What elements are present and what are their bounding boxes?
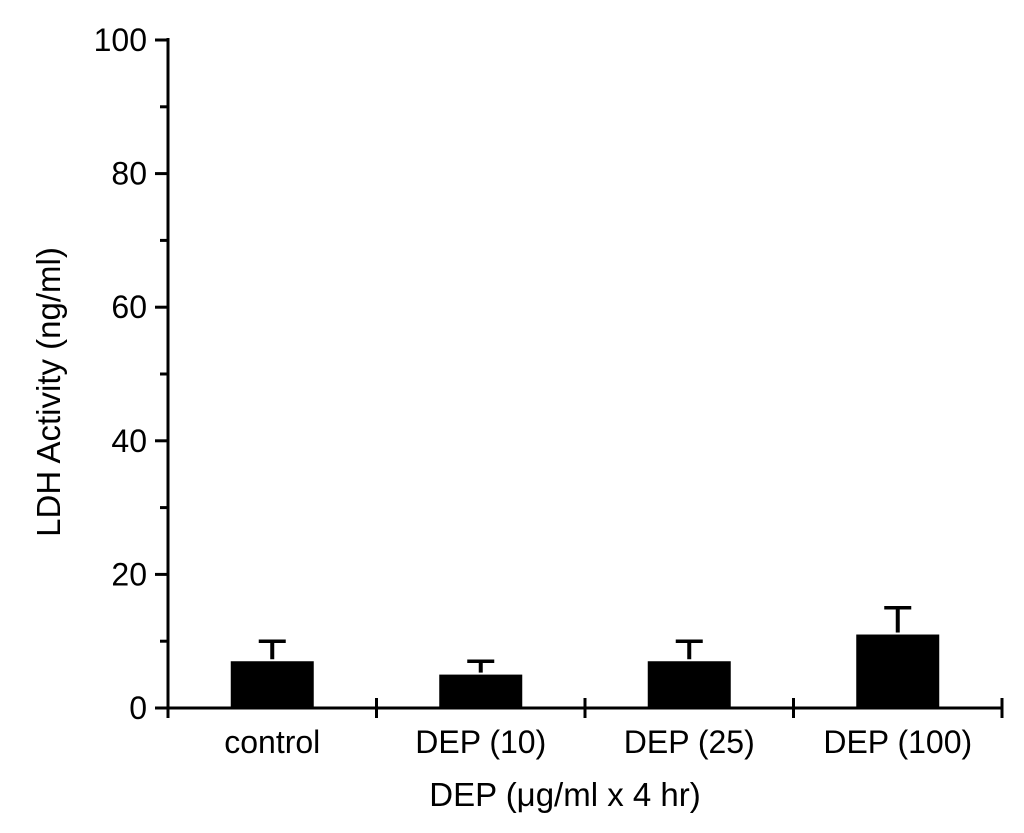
bar-dep-100 [856,634,940,708]
plot-area: 0 20 40 60 80 100 control DEP (10) DEP (25) DEP (… [94,22,1004,760]
y-tick-label: 20 [111,556,147,592]
x-category-label-control: control [224,724,320,760]
y-tick-label: 100 [94,22,147,58]
y-tick-label: 80 [111,156,147,192]
bar-control [230,661,314,708]
x-category-label-dep-25: DEP (25) [624,724,755,760]
y-tick-label: 0 [129,690,147,726]
y-tick-label: 40 [111,423,147,459]
x-axis-title: DEP (μg/ml x 4 hr) [429,776,700,813]
y-axis-title: LDH Activity (ng/ml) [30,247,67,537]
x-category-label-dep-10: DEP (10) [415,724,546,760]
y-tick-label: 60 [111,289,147,325]
bar-dep-25 [647,661,731,708]
bar-dep-10 [439,674,523,708]
x-category-label-dep-100: DEP (100) [823,724,972,760]
